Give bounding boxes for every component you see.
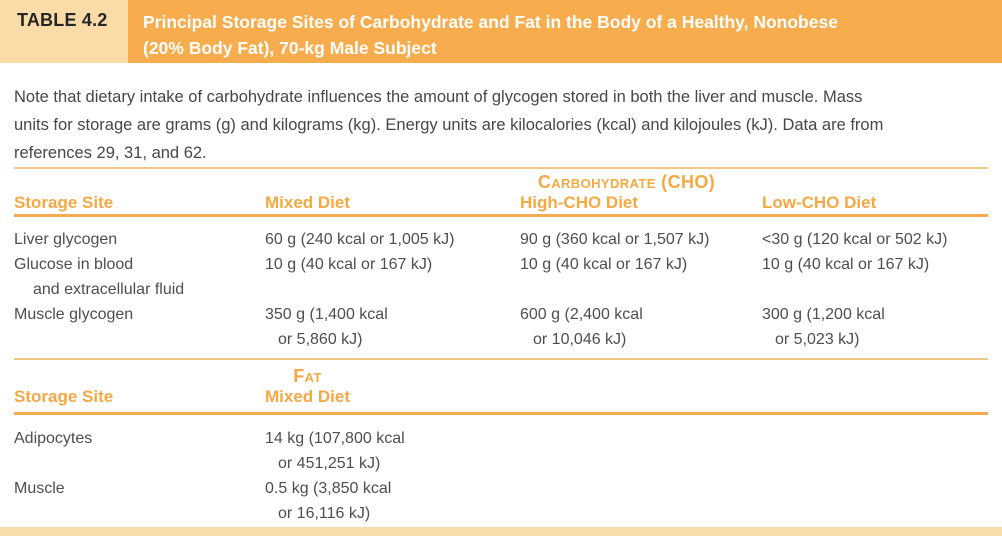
value-line-1: 14 kg (107,800 kcal [265, 430, 405, 447]
note-line-1: Note that dietary intake of carbohydrate… [14, 88, 863, 106]
empty-cell [762, 476, 988, 526]
spacer-cell [14, 172, 265, 192]
col-header-low-cho-diet: Low-CHO Diet [762, 193, 877, 212]
divider-top [14, 167, 988, 169]
table-title-line-1: Principal Storage Sites of Carbohydrate … [143, 12, 838, 32]
table-row-cell-mixed: 14 kg (107,800 kcal or 451,251 kJ) [265, 426, 520, 476]
empty-cell [520, 476, 762, 526]
bottom-accent-band [0, 527, 1002, 536]
site-line-1: Glucose in blood [14, 256, 134, 273]
fat-column-headers: Storage Site Fat Mixed Diet [0, 366, 1002, 408]
table-row-cell-high: 90 g (360 kcal or 1,507 kJ) [520, 231, 710, 248]
col-header-high-cho-diet: High-CHO Diet [520, 193, 639, 212]
cho-header-group: Carbohydrate (CHO) [0, 172, 1002, 192]
value-line-1: 0.5 kg (3,850 kcal [265, 480, 392, 497]
value-line-1: 350 g (1,400 kcal [265, 306, 388, 323]
col-header-storage-site: Storage Site [14, 387, 114, 406]
divider-section [14, 358, 988, 360]
empty-cell [762, 426, 988, 476]
value-line-2: or 10,046 kJ) [533, 331, 627, 348]
table-banner: TABLE 4.2 Principal Storage Sites of Car… [0, 0, 1002, 63]
table-row-cell-low: 10 g (40 kcal or 167 kJ) [762, 256, 930, 273]
fat-table-body: Adipocytes 14 kg (107,800 kcal or 451,25… [0, 426, 1002, 526]
value-line-2: or 5,860 kJ) [278, 331, 363, 348]
table-row-cell-mixed: 60 g (240 kcal or 1,005 kJ) [265, 231, 455, 248]
table-row-cell-high: 600 g (2,400 kcal or 10,046 kJ) [520, 302, 762, 352]
site-line-2: and extracellular fluid [33, 281, 185, 298]
fat-header-stack: Fat Mixed Diet [265, 366, 350, 408]
table-row-cell-mixed: 0.5 kg (3,850 kcal or 16,116 kJ) [265, 476, 520, 526]
note-line-2: units for storage are grams (g) and kilo… [14, 116, 884, 134]
table-title-line-2: (20% Body Fat), 70-kg Male Subject [143, 38, 437, 58]
table-row-cell-low: 300 g (1,200 kcal or 5,023 kJ) [762, 302, 988, 352]
value-line-2: or 451,251 kJ) [278, 455, 381, 472]
table-number-label: TABLE 4.2 [0, 0, 128, 63]
col-header-mixed-diet: Mixed Diet [265, 387, 351, 406]
value-line-1: 600 g (2,400 kcal [520, 306, 643, 323]
table-row-cell-mixed: 350 g (1,400 kcal or 5,860 kJ) [265, 302, 520, 352]
table-row-cell-site: Liver glycogen [14, 231, 118, 248]
table-row-cell-mixed: 10 g (40 kcal or 167 kJ) [265, 256, 433, 273]
cho-group-header: Carbohydrate (CHO) [537, 172, 716, 192]
value-line-2: or 16,116 kJ) [278, 505, 371, 522]
cho-column-headers: Storage Site Mixed Diet High-CHO Diet Lo… [0, 192, 1002, 214]
value-line-1: 300 g (1,200 kcal [762, 306, 885, 323]
table-row-cell-site: Adipocytes [14, 430, 93, 447]
table-row-cell-high: 10 g (40 kcal or 167 kJ) [520, 256, 688, 273]
fat-group-header: Fat [293, 366, 322, 386]
fat-header-stack-cell: Fat Mixed Diet [265, 366, 520, 408]
table-title: Principal Storage Sites of Carbohydrate … [128, 0, 1002, 63]
note-line-3: references 29, 31, and 62. [14, 144, 207, 162]
table-row-cell-low: <30 g (120 kcal or 502 kJ) [762, 231, 948, 248]
col-header-mixed-diet: Mixed Diet [265, 193, 351, 212]
table-note: Note that dietary intake of carbohydrate… [14, 83, 988, 167]
empty-cell [520, 426, 762, 476]
table-row-cell-site: Muscle glycogen [14, 306, 134, 323]
divider-fat-header [14, 412, 988, 415]
value-line-2: or 5,023 kJ) [775, 331, 860, 348]
divider-cho-header [14, 214, 988, 217]
table-row-cell-site: Muscle [14, 480, 65, 497]
table-row-cell-site: Glucose in blood and extracellular fluid [14, 252, 265, 302]
cho-table-body: Liver glycogen 60 g (240 kcal or 1,005 k… [0, 227, 1002, 352]
col-header-storage-site: Storage Site [14, 193, 114, 212]
